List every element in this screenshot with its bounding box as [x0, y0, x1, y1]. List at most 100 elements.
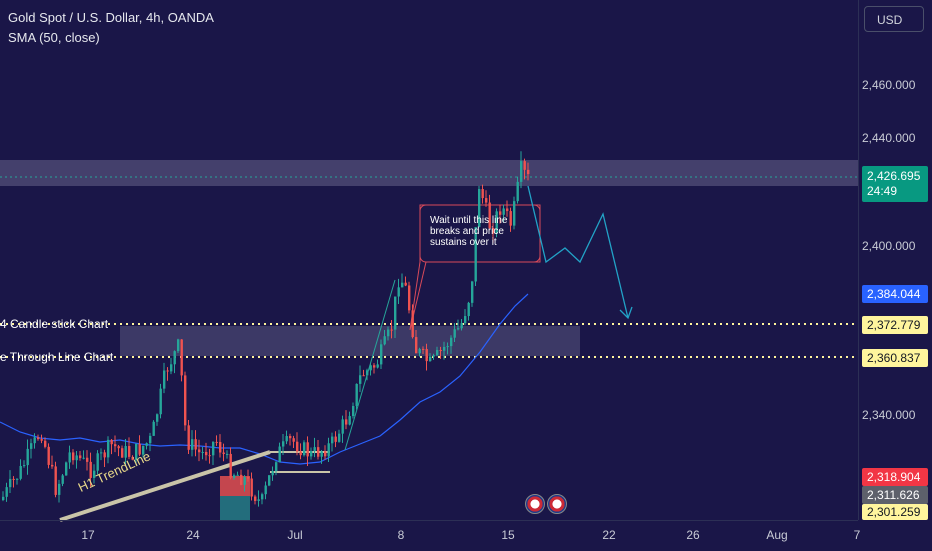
position-box-red[interactable]: [220, 476, 250, 496]
time-tick: 7: [853, 528, 861, 542]
candle-body: [37, 437, 40, 440]
candle-body: [82, 457, 85, 459]
position-box-teal[interactable]: [220, 496, 250, 520]
candle-body: [75, 455, 78, 461]
us-flag-icon[interactable]: [525, 494, 545, 514]
indicator-label[interactable]: SMA (50, close): [8, 30, 100, 45]
gray-level-badge: 2,311.626: [862, 486, 928, 504]
candle-body: [100, 452, 103, 454]
candle-body: [124, 446, 127, 458]
time-tick: 8: [397, 528, 405, 542]
candle-body: [222, 452, 225, 454]
candle-body: [194, 439, 197, 450]
candle-body: [345, 419, 348, 425]
time-tick: Aug: [766, 528, 788, 542]
candle-body: [215, 441, 218, 443]
candle-body: [131, 456, 134, 460]
candle-body: [138, 443, 141, 455]
candle-body: [355, 383, 358, 406]
candle-body: [128, 446, 131, 457]
projection-path[interactable]: [527, 185, 629, 319]
candle-body: [324, 451, 327, 457]
candle-body: [142, 445, 145, 455]
candle-body: [310, 450, 313, 457]
candle-body: [425, 349, 428, 362]
candle-body: [362, 375, 365, 377]
support-zone[interactable]: [120, 326, 580, 356]
countdown-value: 24:49: [867, 184, 898, 198]
candle-body: [58, 483, 61, 495]
candle-body: [457, 328, 460, 330]
candle-body: [247, 477, 250, 479]
candle-body: [415, 337, 418, 354]
candle-body: [107, 439, 110, 458]
candle-body: [282, 441, 285, 447]
candle-body: [390, 329, 393, 331]
candle-body: [404, 282, 407, 286]
projection-arrow: [619, 306, 633, 320]
yellow-low-badge: 2,301.259: [862, 504, 928, 520]
candle-body: [338, 433, 341, 442]
level-1-label[interactable]: 4 Candle stick Chart: [0, 317, 109, 331]
candle-body: [54, 466, 57, 495]
candle-body: [275, 462, 278, 472]
level-2-label[interactable]: e Through Line Chart: [0, 350, 114, 364]
sma-line: [0, 293, 529, 465]
resistance-zone[interactable]: [0, 160, 858, 186]
candle-body: [264, 485, 267, 495]
candle-body: [156, 414, 159, 422]
time-axis[interactable]: [0, 520, 858, 551]
candle-body: [177, 339, 180, 352]
time-tick: 26: [686, 528, 700, 542]
price-axis[interactable]: [858, 0, 932, 520]
candle-body: [61, 475, 64, 484]
time-tick: 24: [186, 528, 200, 542]
candle-body: [334, 436, 337, 442]
candle-body: [201, 451, 204, 453]
candle-body: [180, 339, 183, 376]
candle-body: [520, 161, 523, 182]
candle-body: [16, 478, 19, 480]
candle-body: [152, 421, 155, 436]
candle-body: [96, 453, 99, 471]
candle-body: [289, 436, 292, 439]
candle-body: [68, 452, 71, 463]
callout-text[interactable]: Wait until this line breaks and price su…: [430, 215, 508, 248]
candle-body: [320, 451, 323, 457]
candle-body: [313, 447, 316, 451]
candle-body: [303, 442, 306, 456]
candle-body: [254, 496, 257, 501]
candle-body: [478, 189, 481, 228]
candle-body: [376, 364, 379, 368]
level-2-badge: 2,360.837: [862, 349, 928, 367]
candle-body: [513, 201, 516, 226]
candle-body: [317, 447, 320, 457]
candle-body: [261, 494, 264, 500]
candle-body: [23, 465, 26, 467]
candle-body: [373, 365, 376, 368]
us-flag-icon[interactable]: [547, 494, 567, 514]
candle-body: [184, 375, 187, 426]
candle-body: [191, 439, 194, 450]
candle-body: [135, 443, 138, 460]
symbol-title[interactable]: Gold Spot / U.S. Dollar, 4h, OANDA: [8, 10, 214, 25]
time-tick: 17: [81, 528, 95, 542]
candle-body: [327, 443, 330, 457]
candle-body: [198, 449, 201, 453]
candle-body: [429, 356, 432, 362]
candle-body: [436, 350, 439, 356]
candle-body: [103, 452, 106, 458]
candle-body: [369, 365, 372, 371]
candle-body: [471, 281, 474, 303]
h1-trendline[interactable]: [59, 450, 271, 522]
candle-body: [481, 189, 484, 199]
candle-body: [394, 296, 397, 330]
candle-body: [401, 282, 404, 288]
candle-body: [40, 439, 43, 441]
currency-button[interactable]: USD: [864, 6, 924, 32]
candles[interactable]: [2, 151, 530, 507]
candle-body: [408, 285, 411, 311]
candle-body: [51, 464, 54, 467]
candle-body: [380, 344, 383, 365]
